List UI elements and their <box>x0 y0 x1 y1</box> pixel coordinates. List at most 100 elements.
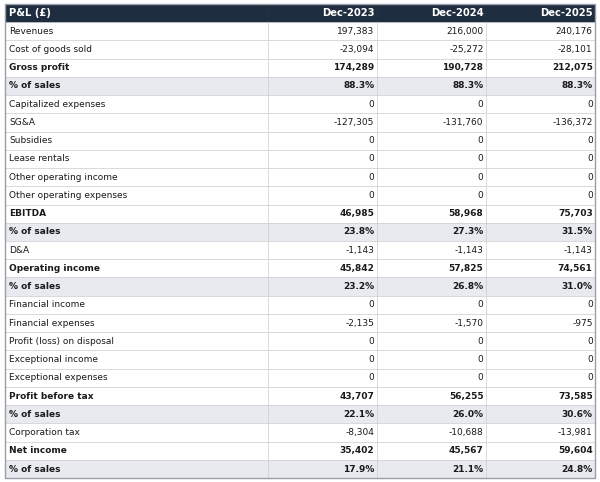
Bar <box>486 442 595 460</box>
Text: -136,372: -136,372 <box>553 118 593 127</box>
Bar <box>5 332 268 350</box>
Text: 88.3%: 88.3% <box>562 81 593 91</box>
Bar <box>377 132 486 150</box>
Bar <box>5 223 268 241</box>
Text: 0: 0 <box>478 337 484 346</box>
Text: -1,143: -1,143 <box>346 246 374 254</box>
Text: 30.6%: 30.6% <box>562 410 593 419</box>
Bar <box>486 77 595 95</box>
Bar <box>5 204 268 223</box>
Bar <box>268 278 377 296</box>
Text: 56,255: 56,255 <box>449 391 484 401</box>
Bar <box>5 168 268 186</box>
Bar <box>268 332 377 350</box>
Bar <box>5 132 268 150</box>
Text: 26.8%: 26.8% <box>452 282 484 291</box>
Bar <box>5 442 268 460</box>
Bar <box>5 278 268 296</box>
Text: 0: 0 <box>368 173 374 182</box>
Bar <box>486 132 595 150</box>
Text: 0: 0 <box>368 191 374 200</box>
Bar <box>377 460 486 478</box>
Bar <box>486 369 595 387</box>
Bar <box>268 77 377 95</box>
Text: Subsidies: Subsidies <box>9 136 52 145</box>
Text: EBITDA: EBITDA <box>9 209 46 218</box>
Bar <box>486 4 595 22</box>
Bar <box>5 186 268 204</box>
Bar <box>268 350 377 369</box>
Text: 0: 0 <box>478 191 484 200</box>
Text: -127,305: -127,305 <box>334 118 374 127</box>
Bar <box>268 22 377 40</box>
Bar <box>377 314 486 332</box>
Text: 0: 0 <box>587 374 593 382</box>
Bar <box>377 22 486 40</box>
Text: 0: 0 <box>478 355 484 364</box>
Text: 22.1%: 22.1% <box>343 410 374 419</box>
Text: Operating income: Operating income <box>9 264 100 273</box>
Bar <box>268 259 377 278</box>
Text: 59,604: 59,604 <box>558 446 593 455</box>
Bar <box>486 387 595 405</box>
Bar <box>486 259 595 278</box>
Text: % of sales: % of sales <box>9 282 61 291</box>
Bar <box>486 460 595 478</box>
Text: Net income: Net income <box>9 446 67 455</box>
Bar <box>268 132 377 150</box>
Text: Other operating income: Other operating income <box>9 173 118 182</box>
Text: 88.3%: 88.3% <box>452 81 484 91</box>
Bar <box>5 296 268 314</box>
Bar <box>377 259 486 278</box>
Bar <box>5 40 268 59</box>
Bar <box>268 423 377 442</box>
Bar <box>5 113 268 132</box>
Text: 45,567: 45,567 <box>449 446 484 455</box>
Bar <box>5 241 268 259</box>
Text: 240,176: 240,176 <box>556 27 593 36</box>
Text: -13,981: -13,981 <box>558 428 593 437</box>
Bar <box>377 150 486 168</box>
Text: Capitalized expenses: Capitalized expenses <box>9 100 106 108</box>
Text: -23,094: -23,094 <box>340 45 374 54</box>
Text: 35,402: 35,402 <box>340 446 374 455</box>
Text: 0: 0 <box>368 154 374 163</box>
Text: 216,000: 216,000 <box>446 27 484 36</box>
Text: -131,760: -131,760 <box>443 118 484 127</box>
Text: Exceptional expenses: Exceptional expenses <box>9 374 107 382</box>
Text: Corporation tax: Corporation tax <box>9 428 80 437</box>
Text: 0: 0 <box>478 173 484 182</box>
Text: 0: 0 <box>368 374 374 382</box>
Bar <box>377 113 486 132</box>
Bar <box>486 150 595 168</box>
Text: 0: 0 <box>478 100 484 108</box>
Text: % of sales: % of sales <box>9 228 61 236</box>
Bar <box>5 4 268 22</box>
Bar <box>377 278 486 296</box>
Text: 73,585: 73,585 <box>558 391 593 401</box>
Text: 24.8%: 24.8% <box>562 465 593 473</box>
Text: % of sales: % of sales <box>9 81 61 91</box>
Bar <box>377 186 486 204</box>
Text: 43,707: 43,707 <box>340 391 374 401</box>
Text: 31.5%: 31.5% <box>562 228 593 236</box>
Bar <box>5 59 268 77</box>
Text: 0: 0 <box>368 337 374 346</box>
Text: 0: 0 <box>478 300 484 309</box>
Text: Cost of goods sold: Cost of goods sold <box>9 45 92 54</box>
Text: -28,101: -28,101 <box>558 45 593 54</box>
Text: % of sales: % of sales <box>9 465 61 473</box>
Bar <box>377 204 486 223</box>
Bar <box>268 113 377 132</box>
Bar <box>5 259 268 278</box>
Text: -8,304: -8,304 <box>346 428 374 437</box>
Text: 57,825: 57,825 <box>449 264 484 273</box>
Text: 0: 0 <box>368 136 374 145</box>
Bar <box>268 186 377 204</box>
Text: 21.1%: 21.1% <box>452 465 484 473</box>
Bar <box>5 150 268 168</box>
Text: 0: 0 <box>587 154 593 163</box>
Text: -1,143: -1,143 <box>455 246 484 254</box>
Bar <box>5 423 268 442</box>
Text: 23.2%: 23.2% <box>343 282 374 291</box>
